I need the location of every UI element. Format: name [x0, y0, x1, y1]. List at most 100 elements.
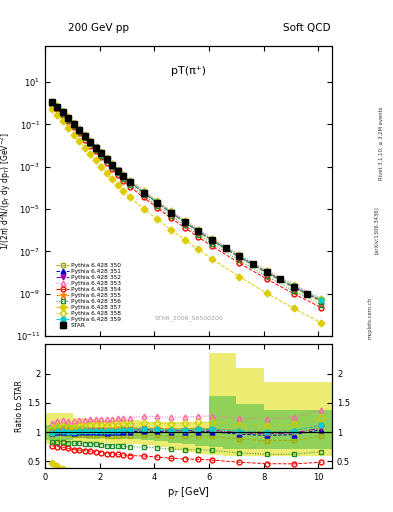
Pythia 6.428 356 [128, 182, 132, 188]
Pythia 6.428 353 [110, 160, 114, 166]
Pythia 6.428 352 [104, 156, 109, 162]
Pythia 6.428 356 [50, 101, 54, 107]
Pythia 6.428 355 [319, 297, 323, 303]
Pythia 6.428 353 [83, 131, 87, 137]
Line: Pythia 6.428 359: Pythia 6.428 359 [50, 100, 323, 303]
Pythia 6.428 354 [110, 166, 114, 172]
Pythia 6.428 359 [121, 173, 125, 179]
Pythia 6.428 355 [61, 109, 65, 115]
Pythia 6.428 353 [209, 235, 214, 241]
Pythia 6.428 351 [72, 121, 76, 127]
Pythia 6.428 351 [50, 99, 54, 105]
Pythia 6.428 351 [88, 139, 93, 145]
Pythia 6.428 354 [83, 137, 87, 143]
Pythia 6.428 350 [292, 285, 296, 291]
Text: mcplots.cern.ch: mcplots.cern.ch [367, 296, 373, 338]
Pythia 6.428 358 [66, 114, 71, 120]
Pythia 6.428 356 [110, 164, 114, 170]
Pythia 6.428 355 [264, 269, 269, 275]
Pythia 6.428 359 [94, 144, 98, 151]
Pythia 6.428 354 [77, 130, 82, 136]
Pythia 6.428 353 [155, 198, 160, 204]
Pythia 6.428 355 [55, 103, 60, 110]
Pythia 6.428 356 [99, 153, 104, 159]
Pythia 6.428 359 [169, 209, 173, 215]
Pythia 6.428 352 [141, 189, 146, 196]
Pythia 6.428 351 [209, 237, 214, 243]
Pythia 6.428 352 [55, 103, 60, 110]
Pythia 6.428 351 [141, 189, 146, 196]
Pythia 6.428 355 [99, 150, 104, 156]
Pythia 6.428 356 [77, 129, 82, 135]
Pythia 6.428 353 [50, 98, 54, 104]
Pythia 6.428 354 [319, 305, 323, 311]
Pythia 6.428 351 [169, 209, 173, 216]
Pythia 6.428 356 [237, 258, 242, 264]
Pythia 6.428 352 [61, 109, 65, 115]
Pythia 6.428 357 [182, 237, 187, 243]
Pythia 6.428 357 [292, 305, 296, 311]
Pythia 6.428 359 [83, 133, 87, 139]
Pythia 6.428 357 [99, 164, 104, 170]
Pythia 6.428 352 [292, 284, 296, 290]
Text: Rivet 3.1.10; ≥ 3.2M events: Rivet 3.1.10; ≥ 3.2M events [379, 106, 384, 180]
Pythia 6.428 359 [292, 283, 296, 289]
Pythia 6.428 354 [292, 291, 296, 297]
Pythia 6.428 355 [209, 237, 214, 243]
Pythia 6.428 353 [237, 251, 242, 258]
Pythia 6.428 357 [196, 246, 200, 252]
Pythia 6.428 354 [50, 102, 54, 108]
Y-axis label: 1/(2$\pi$) d$^2$N/(p$_T$ dy dp$_T$) [GeV$^{-2}$]: 1/(2$\pi$) d$^2$N/(p$_T$ dy dp$_T$) [GeV… [0, 132, 13, 250]
Pythia 6.428 351 [292, 284, 296, 290]
Pythia 6.428 351 [77, 127, 82, 133]
Pythia 6.428 356 [196, 231, 200, 238]
Pythia 6.428 352 [196, 228, 200, 234]
Pythia 6.428 359 [50, 99, 54, 105]
Pythia 6.428 351 [83, 133, 87, 139]
Pythia 6.428 355 [155, 199, 160, 205]
Pythia 6.428 355 [237, 253, 242, 259]
Pythia 6.428 353 [264, 267, 269, 273]
X-axis label: p$_T$ [GeV]: p$_T$ [GeV] [167, 485, 210, 499]
Pythia 6.428 358 [115, 166, 120, 173]
Text: [arXiv:1306.3436]: [arXiv:1306.3436] [373, 206, 378, 254]
Pythia 6.428 356 [83, 135, 87, 141]
Pythia 6.428 359 [128, 179, 132, 185]
Pythia 6.428 354 [237, 260, 242, 266]
Pythia 6.428 350 [319, 298, 323, 305]
Pythia 6.428 355 [292, 283, 296, 289]
Pythia 6.428 350 [94, 145, 98, 151]
Pythia 6.428 351 [61, 109, 65, 115]
Line: Pythia 6.428 352: Pythia 6.428 352 [50, 100, 323, 303]
Pythia 6.428 354 [169, 215, 173, 221]
Pythia 6.428 353 [61, 108, 65, 114]
Pythia 6.428 358 [169, 208, 173, 215]
Pythia 6.428 359 [182, 219, 187, 225]
Pythia 6.428 358 [141, 188, 146, 195]
Pythia 6.428 350 [128, 179, 132, 185]
Pythia 6.428 353 [104, 154, 109, 160]
Pythia 6.428 354 [196, 234, 200, 240]
Pythia 6.428 350 [264, 270, 269, 276]
Pythia 6.428 358 [128, 178, 132, 184]
Pythia 6.428 357 [61, 118, 65, 124]
Pythia 6.428 356 [72, 123, 76, 129]
Pythia 6.428 358 [61, 109, 65, 115]
Pythia 6.428 358 [77, 126, 82, 132]
Pythia 6.428 350 [155, 200, 160, 206]
Pythia 6.428 358 [121, 172, 125, 178]
Pythia 6.428 354 [128, 184, 132, 190]
Pythia 6.428 354 [141, 195, 146, 201]
Pythia 6.428 352 [319, 297, 323, 304]
Pythia 6.428 359 [115, 167, 120, 174]
Pythia 6.428 358 [55, 103, 60, 109]
Pythia 6.428 354 [104, 160, 109, 166]
Pythia 6.428 358 [155, 198, 160, 204]
Pythia 6.428 359 [72, 121, 76, 127]
Pythia 6.428 354 [264, 276, 269, 282]
Pythia 6.428 352 [99, 150, 104, 156]
Pythia 6.428 359 [155, 199, 160, 205]
Pythia 6.428 353 [169, 207, 173, 214]
Pythia 6.428 359 [99, 150, 104, 156]
Pythia 6.428 350 [55, 104, 60, 110]
